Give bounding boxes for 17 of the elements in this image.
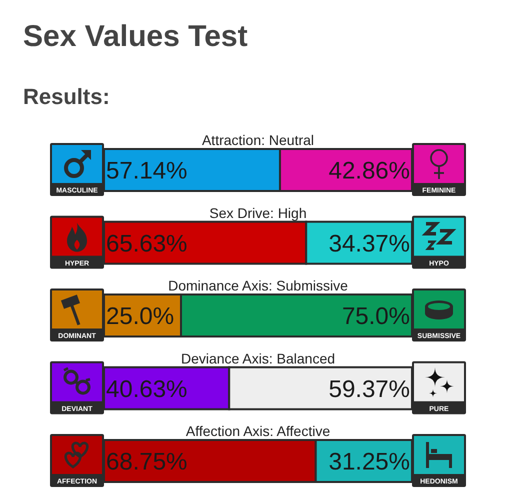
data-label: 68.75%	[106, 448, 188, 476]
chart-title: Sex Drive: High	[209, 204, 307, 221]
chart-title: Affection Axis: Affective	[186, 423, 330, 439]
chart-title: Deviance Axis: Balanced	[180, 350, 336, 366]
chart-title: Dominance Axis: Submissive	[168, 278, 348, 294]
data-label: 57.14%	[106, 158, 188, 184]
data-label: 65.63%	[106, 230, 188, 258]
data-label: 75.0%	[342, 303, 410, 330]
data-label: 40.63%	[106, 376, 188, 403]
data-label: 25.0%	[106, 303, 174, 330]
chart-title: Attraction: Neutral	[202, 132, 314, 148]
data-label: 31.25%	[328, 448, 410, 476]
data-label: 42.86%	[328, 158, 410, 184]
data-label: 59.37%	[328, 376, 410, 403]
text: Results:	[23, 84, 110, 109]
data-label: 34.37%	[328, 230, 410, 258]
text: Sex Values Test	[23, 20, 248, 53]
